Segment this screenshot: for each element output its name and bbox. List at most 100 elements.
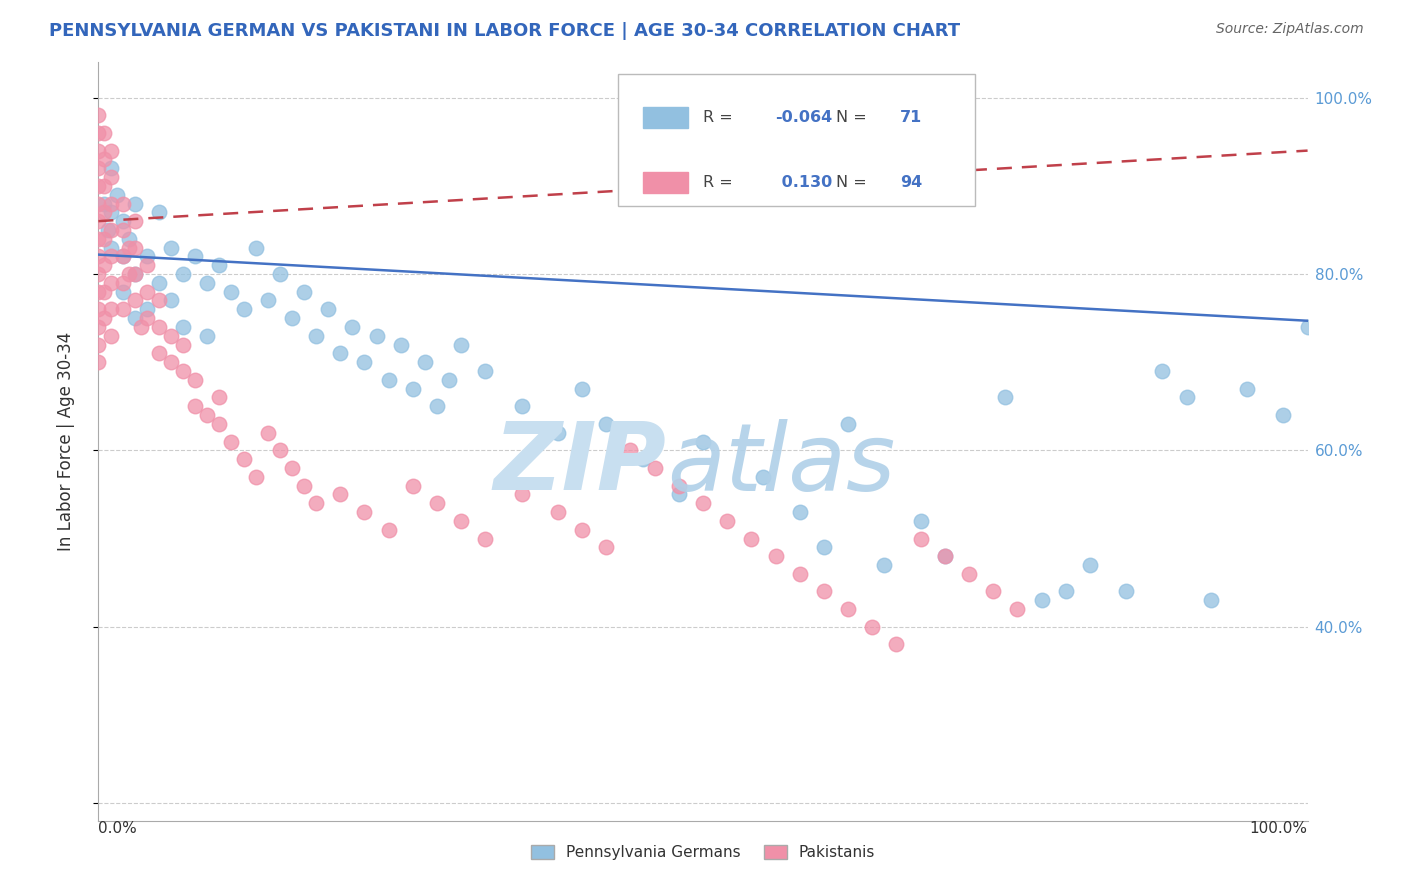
Text: 100.0%: 100.0% — [1250, 821, 1308, 836]
Point — [281, 461, 304, 475]
Point — [135, 302, 157, 317]
Point — [934, 549, 956, 563]
Point — [221, 285, 243, 299]
Point — [957, 566, 980, 581]
Point — [87, 232, 110, 246]
Point — [510, 399, 533, 413]
Point — [1054, 584, 1077, 599]
Point — [571, 523, 593, 537]
Point — [281, 311, 304, 326]
Point — [184, 249, 207, 263]
Text: Source: ZipAtlas.com: Source: ZipAtlas.com — [1216, 22, 1364, 37]
Point — [269, 267, 291, 281]
Point — [124, 196, 146, 211]
Point — [668, 478, 690, 492]
Point — [752, 470, 775, 484]
FancyBboxPatch shape — [643, 107, 689, 128]
Point — [305, 496, 328, 510]
Point — [910, 532, 932, 546]
Point — [1175, 391, 1198, 405]
Point — [100, 223, 122, 237]
Point — [1152, 364, 1174, 378]
Point — [124, 214, 146, 228]
Point — [221, 434, 243, 449]
Point — [111, 302, 134, 317]
Point — [118, 267, 141, 281]
Point — [172, 320, 194, 334]
Point — [692, 434, 714, 449]
Point — [87, 126, 110, 140]
Text: -0.064: -0.064 — [776, 111, 832, 125]
Point — [111, 223, 134, 237]
Point — [93, 126, 115, 140]
Text: PENNSYLVANIA GERMAN VS PAKISTANI IN LABOR FORCE | AGE 30-34 CORRELATION CHART: PENNSYLVANIA GERMAN VS PAKISTANI IN LABO… — [49, 22, 960, 40]
Text: 0.0%: 0.0% — [98, 821, 138, 836]
Point — [111, 196, 134, 211]
Point — [342, 320, 364, 334]
Legend: Pennsylvania Germans, Pakistanis: Pennsylvania Germans, Pakistanis — [524, 838, 882, 866]
Point — [765, 549, 787, 563]
Point — [353, 355, 375, 369]
Point — [571, 382, 593, 396]
Point — [124, 267, 146, 281]
Point — [873, 558, 896, 572]
Point — [994, 391, 1017, 405]
Point — [547, 505, 569, 519]
Text: atlas: atlas — [666, 418, 896, 510]
Point — [232, 302, 254, 317]
Point — [631, 452, 654, 467]
Point — [148, 346, 170, 360]
Point — [1296, 320, 1319, 334]
Point — [160, 293, 183, 308]
Point — [148, 205, 170, 219]
Point — [118, 241, 141, 255]
Point — [245, 470, 267, 484]
Point — [716, 514, 738, 528]
Point — [100, 144, 122, 158]
Point — [111, 249, 134, 263]
Point — [87, 196, 110, 211]
Point — [437, 373, 460, 387]
Point — [160, 328, 183, 343]
Point — [595, 541, 617, 555]
Point — [1007, 602, 1029, 616]
Point — [135, 249, 157, 263]
Point — [789, 566, 811, 581]
Point — [87, 214, 110, 228]
Point — [129, 320, 152, 334]
Point — [87, 320, 110, 334]
Point — [910, 514, 932, 528]
Point — [105, 187, 128, 202]
Point — [148, 320, 170, 334]
Point — [135, 258, 157, 272]
Y-axis label: In Labor Force | Age 30-34: In Labor Force | Age 30-34 — [56, 332, 75, 551]
Point — [474, 532, 496, 546]
Point — [100, 241, 122, 255]
Text: R =: R = — [703, 175, 738, 190]
Point — [93, 178, 115, 193]
Point — [316, 302, 339, 317]
Point — [1236, 382, 1258, 396]
Point — [619, 443, 641, 458]
Point — [668, 487, 690, 501]
Point — [135, 285, 157, 299]
Point — [148, 276, 170, 290]
Point — [87, 108, 110, 122]
Point — [100, 169, 122, 184]
Point — [87, 144, 110, 158]
Point — [97, 223, 120, 237]
Point — [111, 285, 134, 299]
Point — [208, 391, 231, 405]
Point — [93, 153, 115, 167]
Point — [160, 241, 183, 255]
Point — [292, 285, 315, 299]
Point — [87, 178, 110, 193]
Point — [208, 258, 231, 272]
Point — [118, 232, 141, 246]
Point — [402, 478, 425, 492]
Point — [377, 523, 399, 537]
Point — [692, 496, 714, 510]
Text: R =: R = — [703, 111, 738, 125]
Point — [402, 382, 425, 396]
Point — [256, 425, 278, 440]
